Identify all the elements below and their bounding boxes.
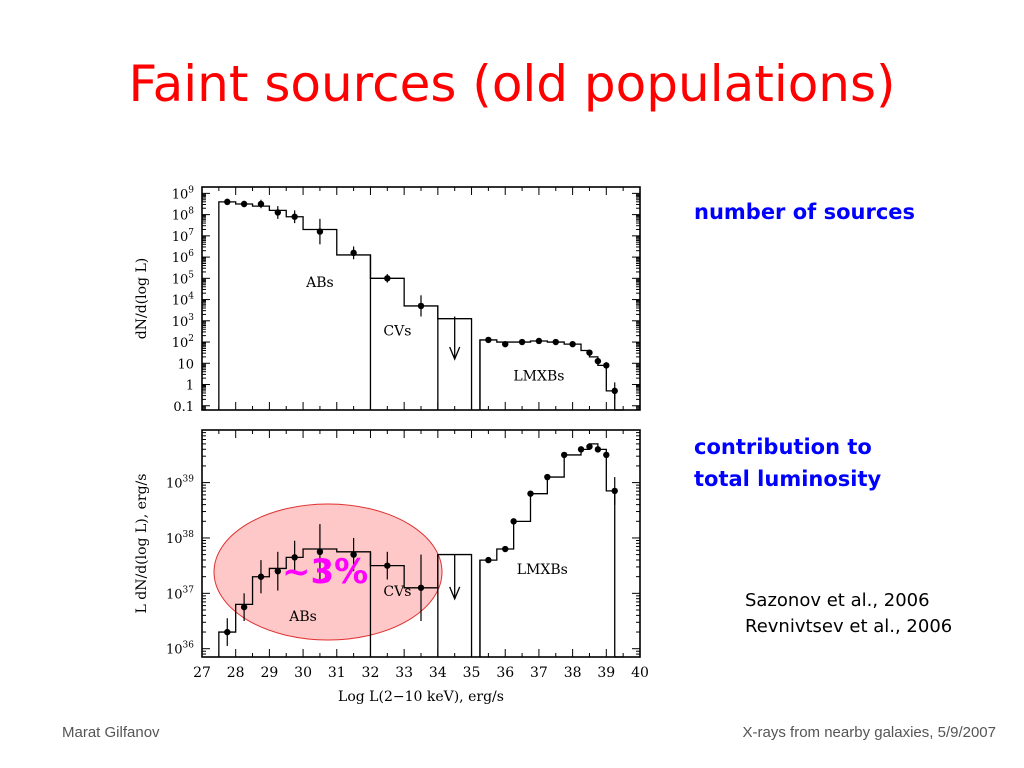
y-tick-label: 103 [172, 313, 195, 330]
x-tick-label: 28 [227, 665, 245, 681]
annotation-contribution-line1: contribution to [694, 435, 872, 459]
data-point [586, 349, 593, 356]
data-point [535, 337, 543, 345]
region-label-lmxbs: LMXBs [513, 368, 564, 384]
y-tick-label: 106 [172, 249, 195, 266]
data-point [560, 451, 568, 459]
y-tick-label: 109 [172, 185, 195, 202]
data-point [577, 446, 585, 453]
y-tick-label: 108 [172, 207, 195, 224]
x-axis-label: Log L(2−10 keV), erg/s [338, 689, 504, 705]
reference-1: Sazonov et al., 2006 [745, 590, 930, 611]
data-point [611, 487, 618, 495]
data-point [291, 213, 298, 220]
annotation-contribution-line2: total luminosity [694, 467, 882, 491]
data-point [274, 567, 282, 575]
data-point [257, 200, 265, 208]
x-tick-label: 32 [362, 665, 380, 681]
reference-2: Revnivtsev et al., 2006 [745, 616, 953, 637]
data-point [316, 228, 324, 235]
data-point [544, 473, 551, 481]
y-tick-label: 1037 [166, 585, 194, 602]
data-point [510, 518, 517, 525]
data-point [569, 340, 576, 348]
data-point [611, 387, 618, 395]
data-point [603, 362, 610, 369]
region-label-cvs: CVs [383, 324, 411, 340]
references: Sazonov et al., 2006 Revnivtsev et al., … [745, 588, 952, 640]
upper-limit-arrowhead [449, 586, 461, 601]
data-point [417, 584, 425, 591]
y-tick-label: 102 [172, 334, 194, 351]
upper-limit-arrowhead [449, 346, 461, 361]
y-tick-label: 0.1 [173, 400, 194, 415]
x-tick-label: 39 [597, 665, 615, 681]
annotation-number-of-sources: number of sources [694, 200, 916, 224]
data-point [316, 548, 324, 556]
x-tick-label: 33 [395, 665, 413, 681]
x-tick-label: 36 [496, 665, 514, 681]
slide-title: Faint sources (old populations) [128, 55, 896, 113]
data-point [350, 249, 357, 257]
data-point [518, 338, 526, 346]
y-axis-label: dN/d(log L) [134, 258, 150, 339]
data-point [291, 554, 298, 561]
data-point [384, 562, 391, 569]
data-point [527, 490, 534, 497]
x-tick-label: 35 [463, 665, 481, 681]
data-point [594, 446, 602, 453]
y-tick-label: 105 [172, 270, 195, 287]
data-point [417, 302, 425, 310]
data-point [350, 551, 357, 558]
data-point [603, 451, 610, 459]
y-tick-label: 1038 [166, 530, 194, 547]
region-label-lmxbs: LMXBs [517, 562, 568, 578]
y-tick-label: 104 [172, 292, 195, 309]
x-tick-label: 34 [429, 665, 447, 681]
panel-luminosity-contribution: 1039 1038 1037 1036 27 28 29 30 31 32 33 34 35 36 37 38… [134, 429, 649, 705]
x-tick-label: 40 [631, 665, 649, 681]
data-point [257, 573, 265, 580]
data-point [502, 545, 509, 553]
x-tick-label: 38 [564, 665, 582, 681]
highlight-label: ~3% [282, 552, 369, 592]
highlight-ellipse [213, 503, 443, 641]
data-point [485, 336, 492, 344]
y-tick-label: 107 [172, 228, 195, 245]
data-point [240, 603, 248, 611]
data-point [485, 556, 492, 564]
y-axis-label: L dN/d(log L), erg/s [134, 474, 150, 614]
x-tick-label: 27 [193, 665, 211, 681]
data-point [274, 209, 282, 216]
data-point [384, 275, 391, 282]
region-label-cvs: CVs [383, 584, 411, 600]
region-label-abs: ABs [305, 275, 334, 291]
data-point [552, 338, 559, 346]
y-tick-label: 10 [177, 357, 194, 372]
y-tick-label: 1036 [166, 641, 194, 658]
footer-author: Marat Gilfanov [62, 724, 160, 741]
data-point [502, 340, 509, 348]
data-point [586, 443, 593, 450]
data-point [240, 200, 248, 208]
data-point [224, 628, 231, 636]
x-tick-label: 31 [328, 665, 346, 681]
x-tick-label: 29 [260, 665, 278, 681]
data-point [594, 357, 602, 365]
data-point [224, 198, 231, 206]
footer-event: X-rays from nearby galaxies, 5/9/2007 [742, 724, 996, 741]
x-tick-label: 37 [530, 665, 548, 681]
x-tick-label: 30 [294, 665, 312, 681]
region-label-abs: ABs [288, 609, 317, 625]
y-tick-label: 1039 [166, 475, 194, 492]
y-tick-label: 1 [186, 379, 194, 394]
